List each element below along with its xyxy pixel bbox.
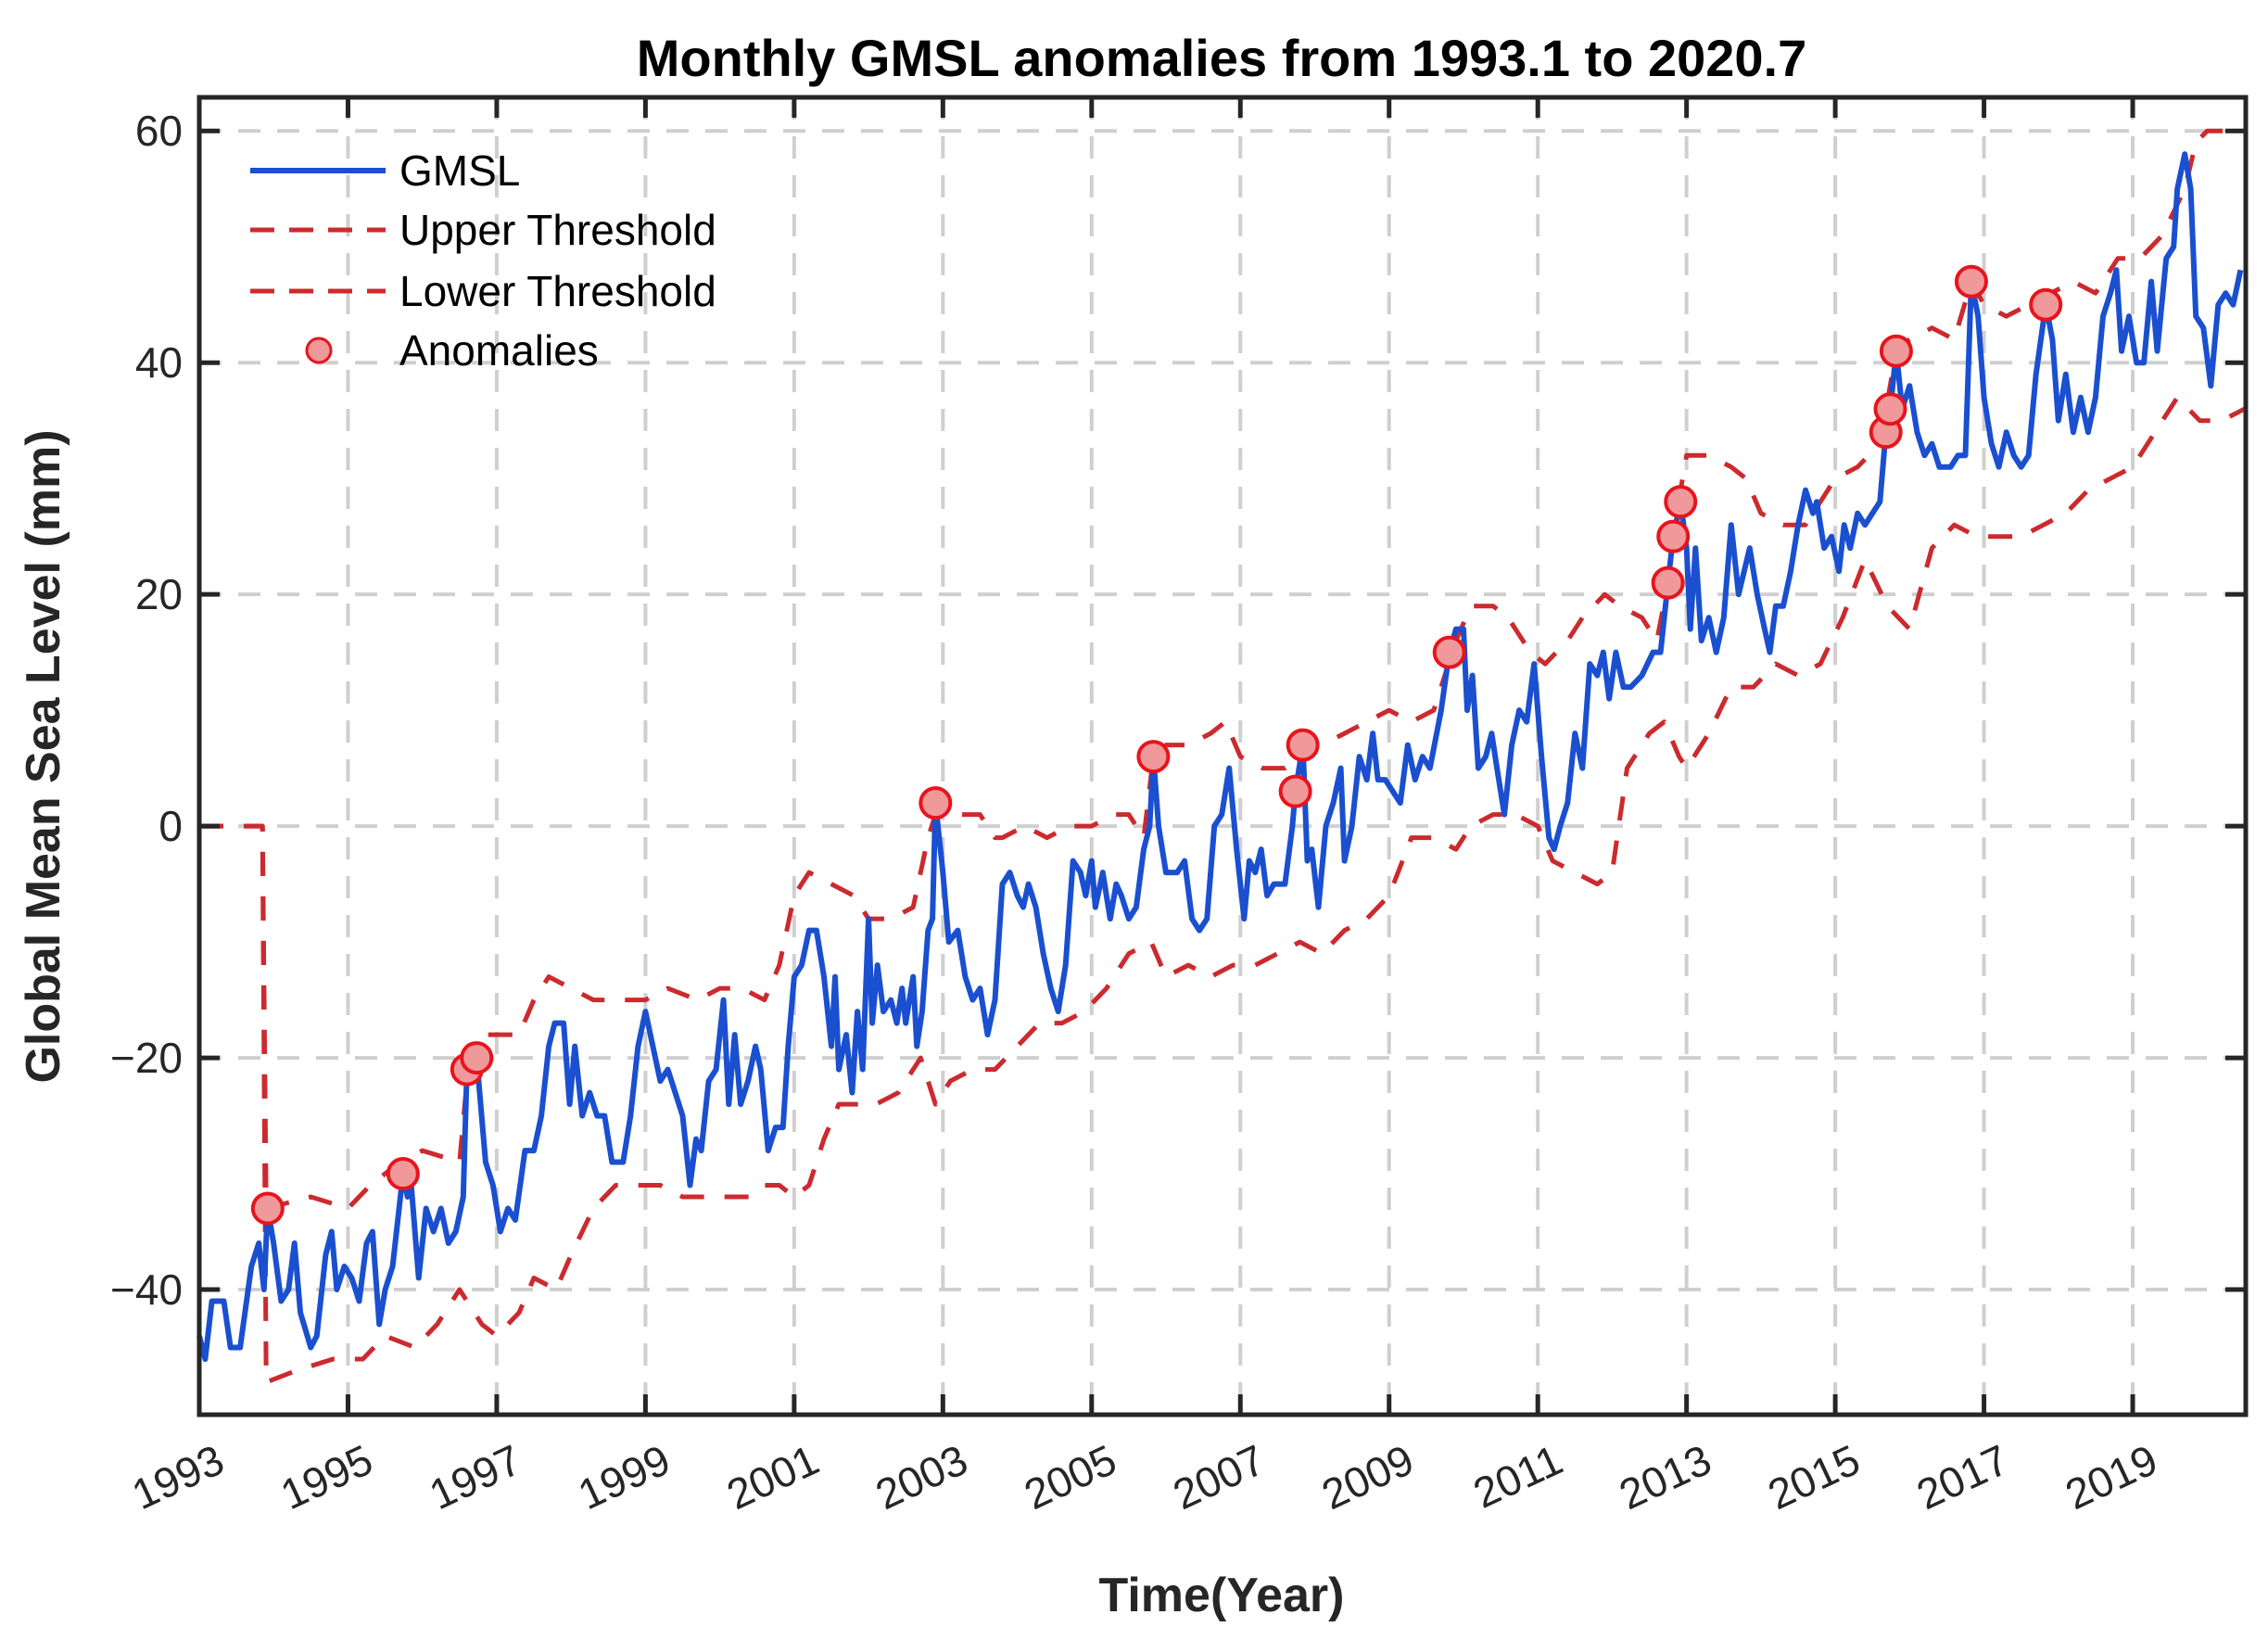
legend: GMSL Upper Threshold Lower Threshold Ano… bbox=[250, 146, 716, 375]
lower-threshold-series bbox=[199, 395, 2246, 1385]
chart-title: Monthly GMSL anomalies from 1993.1 to 20… bbox=[637, 29, 1807, 87]
legend-anomaly-marker bbox=[305, 337, 333, 364]
x-axis-title: Time(Year) bbox=[1099, 1569, 1345, 1622]
plot-area bbox=[196, 128, 2246, 1385]
axes bbox=[196, 95, 2249, 1417]
anomaly-point bbox=[1136, 740, 1171, 774]
grid-lines bbox=[197, 97, 2246, 1415]
y-tick-label: 20 bbox=[135, 570, 183, 618]
legend-anomalies-label: Anomalies bbox=[399, 326, 599, 375]
anomaly-point bbox=[1656, 519, 1691, 553]
anomaly-point bbox=[1278, 774, 1312, 808]
anomaly-point bbox=[386, 1157, 420, 1191]
anomaly-point bbox=[250, 1191, 285, 1226]
anomaly-point bbox=[1286, 728, 1320, 762]
anomaly-point bbox=[460, 1041, 494, 1075]
anomaly-point bbox=[1651, 566, 1685, 600]
y-tick-label: 40 bbox=[135, 338, 183, 387]
y-tick-label: −40 bbox=[110, 1265, 183, 1314]
anomaly-point bbox=[1432, 635, 1466, 669]
y-tick-label: 0 bbox=[158, 802, 183, 850]
legend-upper-label: Upper Threshold bbox=[399, 206, 716, 254]
anomaly-point bbox=[2029, 287, 2063, 322]
axes-box bbox=[196, 95, 2249, 1417]
anomaly-point bbox=[1664, 485, 1698, 519]
anomaly-point bbox=[1954, 264, 1988, 299]
anomaly-point bbox=[1873, 392, 1907, 426]
legend-lower-label: Lower Threshold bbox=[399, 267, 716, 315]
y-tick-label: 60 bbox=[135, 107, 183, 155]
anomaly-point bbox=[919, 786, 953, 820]
anomaly-point bbox=[1879, 334, 1913, 368]
y-tick-label: −20 bbox=[110, 1034, 183, 1082]
legend-gmsl-label: GMSL bbox=[399, 146, 520, 195]
y-axis-title: Global Mean Sea Level (mm) bbox=[17, 429, 70, 1083]
